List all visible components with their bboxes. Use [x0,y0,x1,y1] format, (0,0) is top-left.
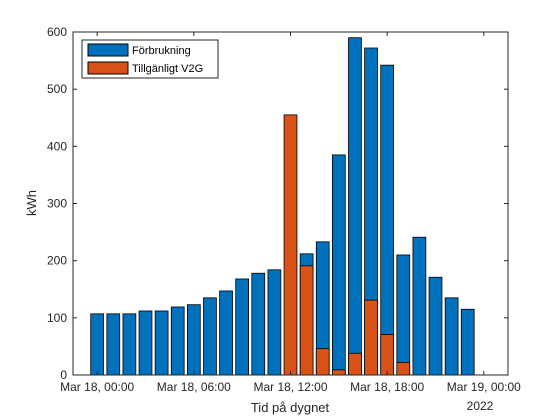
bar-v2g-14 [315,348,330,376]
x-tick-label-2: Mar 18, 12:00 [253,380,327,394]
x-tick-label-1: Mar 18, 06:00 [157,380,231,394]
bar-v2g-12 [283,114,298,376]
bar-forbrukning-23 [460,308,475,376]
legend-label-forbrukning: Förbrukning [132,45,191,57]
y-tick-label-1: 100 [47,311,67,325]
bar-v2g-18 [380,334,395,376]
bar-forbrukning-2 [122,313,137,376]
bar-forbrukning-7 [203,297,217,376]
legend-swatch-forbrukning [87,43,129,57]
bar-forbrukning-11 [267,269,282,376]
bar-forbrukning-0 [90,313,105,376]
bar-forbrukning-15 [331,154,346,376]
bar-v2g-13 [299,265,314,376]
y-tick-label-2: 200 [47,254,67,268]
y-tick-label-3: 300 [47,197,67,211]
bar-v2g-16 [348,352,362,376]
x-tick-label-4: Mar 19, 00:00 [447,380,521,394]
y-axis: 0 100 200 300 400 500 600 [47,25,508,382]
bar-forbrukning-6 [186,304,201,376]
bar-forbrukning-16 [348,37,362,376]
bar-forbrukning-10 [251,272,266,376]
bar-forbrukning-8 [219,290,233,376]
bar-v2g-15 [331,369,346,376]
legend: Förbrukning Tillgänligt V2G [81,39,219,79]
x-tick-label-0: Mar 18, 00:00 [60,380,134,394]
y-tick-label-5: 500 [47,82,67,96]
bar-forbrukning-3 [138,310,153,376]
y-tick-label-6: 600 [47,25,67,39]
bar-v2g-17 [364,299,378,376]
x-axis-label: Tid på dygnet [251,400,330,415]
x-axis: Mar 18, 00:00 Mar 18, 06:00 Mar 18, 12:00 M… [60,32,521,394]
y-tick-label-4: 400 [47,139,67,153]
bar-forbrukning-9 [235,278,250,376]
x-tick-label-3: Mar 18, 18:00 [350,380,424,394]
y-axis-label: kWh [24,190,39,216]
bar-forbrukning-20 [412,236,427,376]
y-tick-label-0: 0 [60,368,67,382]
bar-forbrukning-18 [380,64,395,376]
legend-label-v2g: Tillgänligt V2G [132,63,203,75]
bar-forbrukning-22 [444,297,459,376]
bar-forbrukning-5 [170,306,185,376]
legend-swatch-v2g [87,61,129,75]
bar-forbrukning-21 [428,276,443,376]
bar-forbrukning-1 [106,313,121,376]
bars-group [90,37,475,376]
x-secondary-label: 2022 [467,399,494,413]
bar-forbrukning-19 [396,254,411,376]
bar-v2g-19 [396,362,411,376]
bar-forbrukning-4 [154,310,169,376]
